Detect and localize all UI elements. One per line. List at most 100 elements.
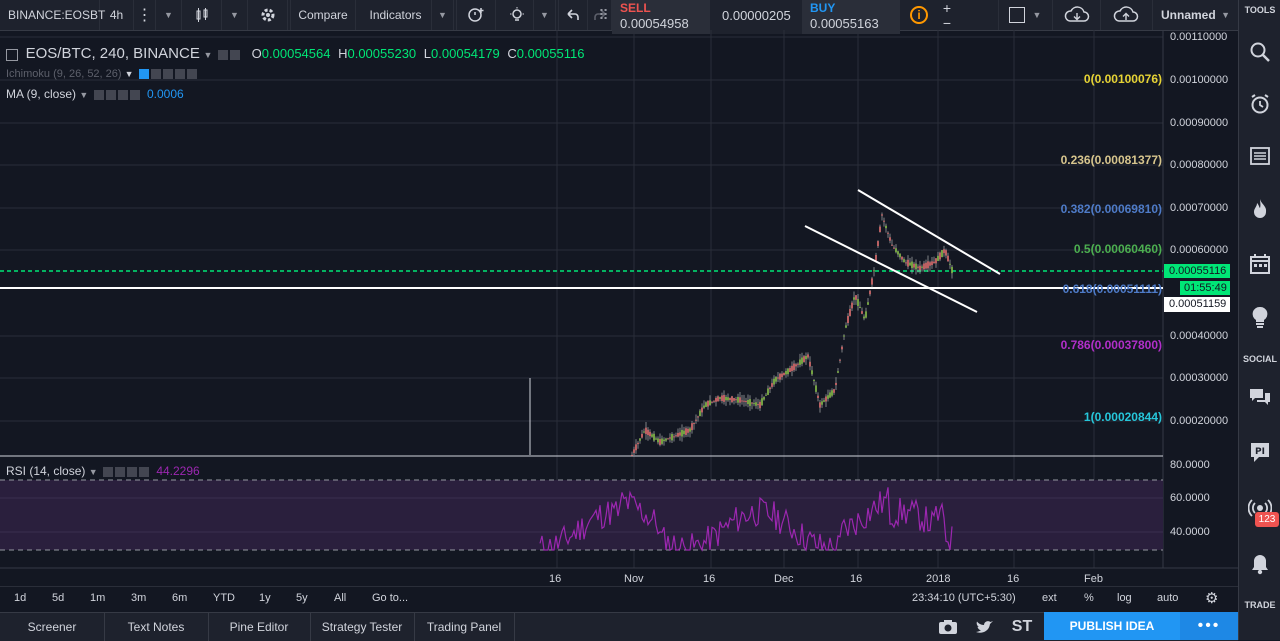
settings-icon[interactable] <box>230 49 241 60</box>
candle-body <box>877 241 879 247</box>
calendar-icon[interactable] <box>1248 252 1272 276</box>
rsi-settings-icon[interactable] <box>114 466 125 477</box>
rsi-close-icon[interactable] <box>138 466 149 477</box>
symbol-search[interactable]: BINANCE:EOSBT <box>0 0 105 30</box>
chart-type-chevron-icon[interactable]: ▼ <box>222 0 248 30</box>
rsi-add-icon[interactable] <box>126 466 137 477</box>
extended-hours-toggle[interactable]: ext <box>1042 592 1057 604</box>
ma-eye-icon[interactable] <box>93 89 104 100</box>
buy-button[interactable]: BUY 0.00055163 <box>802 0 900 34</box>
alarm-clock-icon[interactable] <box>1248 92 1272 116</box>
info-icon[interactable]: i <box>900 0 938 30</box>
ichimoku-settings-icon[interactable] <box>150 69 161 80</box>
chart-area[interactable]: EOS/BTC, 240, BINANCE ▼ O0.00054564 H0.0… <box>0 30 1238 586</box>
camera-icon[interactable] <box>936 617 960 637</box>
bulb-icon[interactable] <box>500 0 534 30</box>
tab-trading-panel[interactable]: Trading Panel <box>414 613 515 641</box>
title-chevron-icon[interactable]: ▼ <box>203 50 213 60</box>
lightbulb-icon[interactable] <box>1248 305 1272 329</box>
candle-body <box>769 387 771 390</box>
candles-icon[interactable] <box>182 0 222 30</box>
search-icon[interactable] <box>1248 40 1272 64</box>
price-axis-label: 0.00110000 <box>1170 31 1228 43</box>
chart-settings-gear-icon[interactable]: ⚙ <box>1205 590 1219 607</box>
fib-level-label: 0.236(0.00081377) <box>1060 153 1162 167</box>
more-icon[interactable]: ⋮ <box>134 0 156 30</box>
ichimoku-more-icon[interactable] <box>174 69 185 80</box>
ma-legend[interactable]: MA (9, close) ▼ 0.0006 <box>6 87 184 101</box>
candle-body <box>791 365 793 372</box>
candle-body <box>705 402 707 407</box>
quantity-minus-button[interactable]: − <box>942 14 952 31</box>
tab-strategy-tester[interactable]: Strategy Tester <box>310 613 415 641</box>
eye-icon[interactable] <box>218 49 229 60</box>
chart-canvas[interactable] <box>0 30 1238 586</box>
publish-idea-button[interactable]: PUBLISH IDEA <box>1044 612 1180 640</box>
rsi-legend[interactable]: RSI (14, close) ▼ 44.2296 <box>6 464 200 478</box>
candle-body <box>935 258 937 264</box>
sell-button[interactable]: SELL 0.00054958 <box>612 0 710 34</box>
bell-icon[interactable] <box>1248 552 1272 576</box>
layout-selector[interactable]: ▼ <box>998 0 1051 30</box>
cloud-upload-icon[interactable] <box>1100 0 1151 30</box>
compare-button[interactable]: Compare <box>290 0 356 30</box>
range-ytd-button[interactable]: YTD <box>213 592 235 604</box>
undo-icon[interactable] <box>558 0 588 30</box>
range-1y-button[interactable]: 1y <box>259 592 271 604</box>
range-5d-button[interactable]: 5d <box>52 592 65 604</box>
percent-scale-toggle[interactable]: % <box>1084 592 1094 604</box>
candle-body <box>899 253 901 258</box>
quantity-plus-button[interactable]: + <box>942 0 952 16</box>
ichimoku-chevron-icon[interactable]: ▼ <box>124 69 134 79</box>
clock-timezone[interactable]: 23:34:10 (UTC+5:30) <box>912 592 1016 604</box>
range-1m-button[interactable]: 1m <box>90 592 106 604</box>
ma-close-icon[interactable] <box>129 89 140 100</box>
ichimoku-eye-icon[interactable] <box>138 69 149 80</box>
chevron-down-icon[interactable]: ▼ <box>156 0 182 30</box>
flame-icon[interactable] <box>1248 197 1272 221</box>
bulb-chevron-icon[interactable]: ▼ <box>534 0 556 30</box>
rsi-eye-icon[interactable] <box>102 466 113 477</box>
ma-chevron-icon[interactable]: ▼ <box>79 90 89 100</box>
indicators-chevron-icon[interactable]: ▼ <box>432 0 454 30</box>
channel-lower-trendline[interactable] <box>804 225 978 313</box>
range-3m-button[interactable]: 3m <box>131 592 147 604</box>
range-1d-button[interactable]: 1d <box>14 592 27 604</box>
tab-screener[interactable]: Screener <box>0 613 105 641</box>
chat-icon[interactable] <box>1248 385 1272 409</box>
publish-more-button[interactable]: ••• <box>1180 612 1238 640</box>
cloud-download-icon[interactable] <box>1052 0 1101 30</box>
candle-body <box>671 434 673 441</box>
symbol-title: EOS/BTC, 240, BINANCE <box>25 45 200 62</box>
layout-name-menu[interactable]: Unnamed ▼ <box>1152 0 1238 30</box>
stocktwits-icon[interactable]: ST <box>1011 618 1033 635</box>
log-scale-toggle[interactable]: log <box>1117 592 1132 604</box>
streams-icon[interactable] <box>1248 496 1272 520</box>
alert-add-icon[interactable] <box>456 0 496 30</box>
range-6m-button[interactable]: 6m <box>172 592 188 604</box>
right-sidebar: TOOLS SOCIAL PI 123 TRADE <box>1238 0 1280 640</box>
chat-rooms-icon[interactable]: PI <box>1248 440 1272 464</box>
channel-upper-trendline[interactable] <box>857 189 1001 275</box>
ma-settings-icon[interactable] <box>105 89 116 100</box>
list-icon[interactable] <box>1248 144 1272 168</box>
ichimoku-legend[interactable]: Ichimoku (9, 26, 52, 26) ▼ <box>6 68 197 80</box>
tab-pine-editor[interactable]: Pine Editor <box>208 613 311 641</box>
range-all-button[interactable]: All <box>334 592 347 604</box>
buy-price: 0.00055163 <box>810 16 879 31</box>
ichimoku-add-icon[interactable] <box>162 69 173 80</box>
candle-body <box>911 261 913 269</box>
indicators-button[interactable]: Indicators <box>360 0 432 30</box>
drag-handle-icon[interactable]: ⠿ <box>596 0 612 30</box>
gear-icon[interactable] <box>248 0 288 30</box>
collapse-icon[interactable] <box>6 48 18 61</box>
auto-scale-toggle[interactable]: auto <box>1157 592 1179 604</box>
tab-text-notes[interactable]: Text Notes <box>104 613 209 641</box>
ichimoku-close-icon[interactable] <box>186 69 197 80</box>
goto-date-button[interactable]: Go to... <box>372 592 409 604</box>
interval-selector[interactable]: 4h <box>100 0 134 30</box>
rsi-chevron-icon[interactable]: ▼ <box>88 467 98 477</box>
range-5y-button[interactable]: 5y <box>296 592 308 604</box>
twitter-icon[interactable] <box>972 617 998 637</box>
ma-add-icon[interactable] <box>117 89 128 100</box>
